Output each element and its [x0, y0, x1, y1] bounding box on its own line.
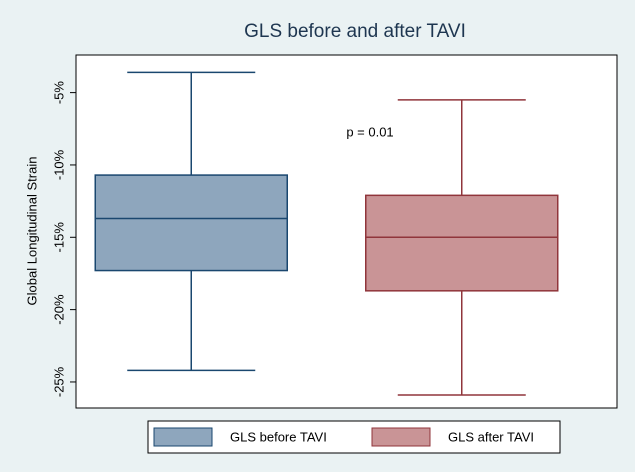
y-tick-label: -10% — [51, 149, 66, 180]
box — [365, 194, 559, 292]
legend — [147, 420, 561, 454]
y-tick-label: -5% — [51, 81, 66, 105]
y-axis-title: Global Longitudinal Strain — [24, 157, 39, 306]
annotation: p = 0.01 — [346, 124, 393, 139]
chart-title: GLS before and after TAVI — [244, 21, 466, 42]
y-tick-label: -20% — [51, 294, 66, 325]
y-tick-label: -15% — [51, 222, 66, 253]
legend-swatch — [371, 427, 431, 447]
y-tick-label: -25% — [51, 366, 66, 397]
legend-swatch — [153, 427, 213, 447]
legend-label: GLS after TAVI — [448, 429, 534, 444]
legend-label: GLS before TAVI — [230, 429, 327, 444]
box — [94, 174, 288, 272]
